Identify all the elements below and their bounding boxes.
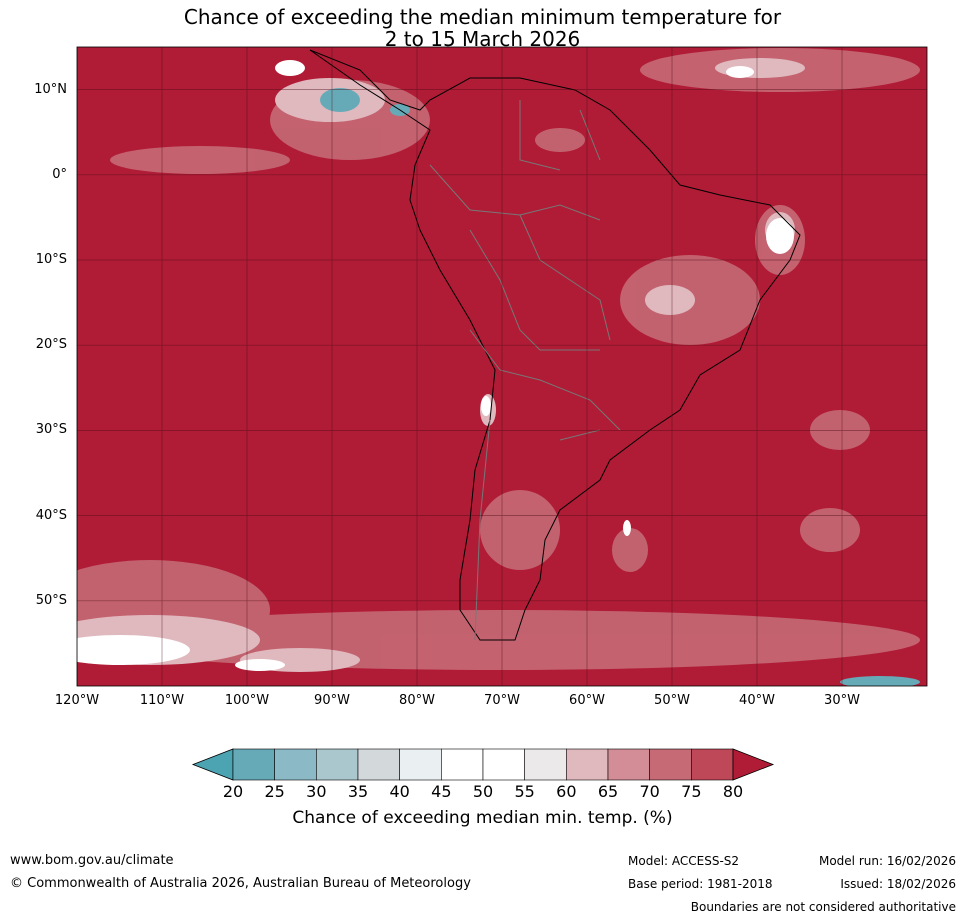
colorbar-tick-label: 20 xyxy=(222,782,244,801)
colorbar-tick-label: 55 xyxy=(514,782,535,801)
longitude-label: 60°W xyxy=(569,693,605,708)
map-title-line1: Chance of exceeding the median minimum t… xyxy=(183,5,782,29)
colorbar-tick-label: 65 xyxy=(597,782,619,801)
base-period: Base period: 1981-2018 xyxy=(628,877,773,891)
colorbar-tick-label: 60 xyxy=(556,782,577,801)
latitude-label: 0° xyxy=(52,166,67,182)
colorbar-tick-label: 30 xyxy=(306,782,327,801)
longitude-label: 90°W xyxy=(314,693,350,708)
latitude-label: 30°S xyxy=(35,422,67,438)
latitude-label: 10°N xyxy=(34,81,67,97)
map-frame xyxy=(76,46,928,687)
colorbar-segment xyxy=(399,748,442,781)
longitude-label: 30°W xyxy=(824,693,860,708)
graticule xyxy=(77,47,927,686)
colorbar-segment xyxy=(524,748,567,781)
longitude-label: 70°W xyxy=(484,693,520,708)
latitude-label: 10°S xyxy=(35,252,67,267)
country-borders xyxy=(429,100,621,641)
longitude-label: 80°W xyxy=(399,693,435,708)
latitude-label: 40°S xyxy=(35,507,67,523)
colorbar-high-extend xyxy=(732,748,775,781)
colorbar-segment xyxy=(232,748,275,781)
issued-date: Issued: 18/02/2026 xyxy=(840,877,956,891)
longitude-label: 40°W xyxy=(739,693,775,708)
colorbar-tick-label: 45 xyxy=(431,782,452,801)
colorbar-tick-label: 40 xyxy=(389,782,410,801)
colorbar-tick-label: 75 xyxy=(681,782,702,801)
map-title-line2: 2 to 15 March 2026 xyxy=(384,27,581,51)
colorbar-segment xyxy=(691,748,734,781)
model-name: Model: ACCESS-S2 xyxy=(628,854,740,868)
colorbar-segment xyxy=(482,748,525,781)
boundaries-disclaimer: Boundaries are not considered authoritat… xyxy=(690,900,956,914)
colorbar-tick-label: 80 xyxy=(722,782,744,801)
longitude-label: 110°W xyxy=(139,693,185,708)
colorbar-segment xyxy=(566,748,609,781)
colorbar-segment xyxy=(357,748,400,781)
colorbar-segment xyxy=(607,748,650,781)
longitude-label: 120°W xyxy=(54,693,100,708)
colorbar-tick-label: 50 xyxy=(472,782,494,801)
latitude-label: 20°S xyxy=(35,337,67,353)
south-america-coastline xyxy=(309,49,801,641)
model-run-date: Model run: 16/02/2026 xyxy=(818,854,956,868)
longitude-label: 100°W xyxy=(224,693,270,708)
copyright-notice: © Commonwealth of Australia 2026, Austra… xyxy=(10,876,471,891)
website-link[interactable]: www.bom.gov.au/climate xyxy=(10,853,174,868)
probability-field xyxy=(77,47,927,686)
colorbar-segment xyxy=(441,748,484,781)
colorbar-tick-label: 25 xyxy=(264,782,285,801)
colorbar-segment xyxy=(316,748,359,781)
colorbar-segment xyxy=(649,748,692,781)
colorbar-tick-label: 35 xyxy=(347,782,369,801)
colorbar-low-extend xyxy=(191,748,234,781)
probability-patches-30 xyxy=(320,88,920,686)
colorbar-tick-label: 70 xyxy=(639,782,660,801)
colorbar-segment xyxy=(274,748,317,781)
colorbar-title: Chance of exceeding median min. temp. (%… xyxy=(292,808,673,828)
longitude-label: 50°W xyxy=(654,693,690,708)
colorbar xyxy=(191,748,775,781)
latitude-label: 50°S xyxy=(35,592,67,608)
